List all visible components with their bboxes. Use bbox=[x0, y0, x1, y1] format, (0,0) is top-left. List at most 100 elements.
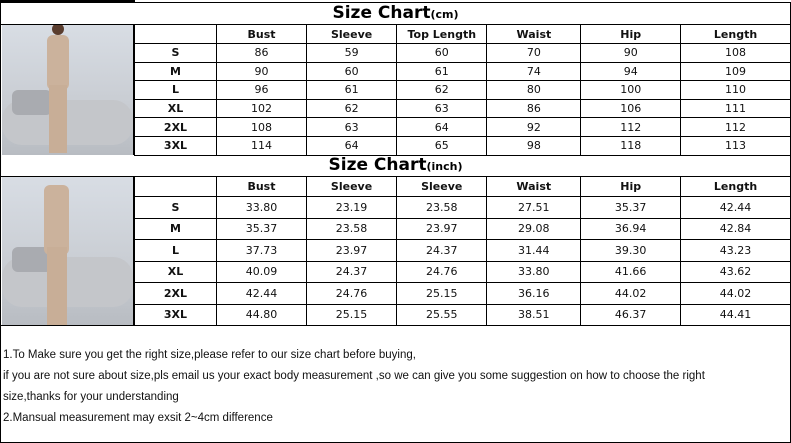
measurement-cell: 94 bbox=[580, 61, 682, 82]
table-row: S 86 59 60 70 90 108 bbox=[133, 43, 791, 63]
column-header: Sleeve bbox=[305, 24, 398, 44]
inch-unit: (inch) bbox=[426, 160, 463, 173]
size-label: S bbox=[133, 43, 218, 63]
table-row: L 37.73 23.97 24.37 31.44 39.30 43.23 bbox=[134, 239, 791, 262]
column-header: Length bbox=[680, 24, 791, 44]
note-line: size,thanks for your understanding bbox=[3, 391, 179, 403]
table-row: M 90 60 61 74 94 109 bbox=[133, 61, 791, 82]
measurement-cell: 41.66 bbox=[580, 260, 682, 283]
measurement-cell: 114 bbox=[216, 135, 307, 156]
inch-title-text: Size Chart bbox=[328, 155, 427, 175]
measurement-cell: 44.41 bbox=[680, 303, 791, 326]
measurement-cell: 42.44 bbox=[680, 196, 791, 219]
measurement-cell: 63 bbox=[396, 98, 488, 119]
size-label: 2XL bbox=[133, 117, 218, 137]
measurement-cell: 62 bbox=[305, 98, 398, 119]
measurement-cell: 60 bbox=[396, 43, 488, 63]
note-line: 1.To Make sure you get the right size,pl… bbox=[3, 349, 416, 361]
product-photo-cm bbox=[2, 25, 134, 155]
top-bar bbox=[0, 0, 135, 2]
measurement-cell: 63 bbox=[305, 117, 398, 137]
measurement-cell: 61 bbox=[396, 61, 488, 82]
column-header bbox=[133, 24, 218, 44]
measurement-cell: 112 bbox=[680, 117, 791, 137]
measurement-cell: 36.16 bbox=[486, 282, 582, 305]
measurement-cell: 23.19 bbox=[305, 196, 398, 219]
column-header: Bust bbox=[215, 176, 307, 197]
cm-unit: (cm) bbox=[430, 8, 459, 21]
measurement-cell: 110 bbox=[680, 80, 791, 100]
measurement-cell: 74 bbox=[486, 61, 582, 82]
table-row: 2XL 108 63 64 92 112 112 bbox=[133, 117, 791, 137]
measurement-cell: 43.62 bbox=[680, 260, 791, 283]
measurement-cell: 31.44 bbox=[486, 239, 582, 262]
measurement-cell: 23.58 bbox=[305, 217, 398, 240]
column-header: Bust bbox=[216, 24, 307, 44]
measurement-cell: 24.37 bbox=[305, 260, 398, 283]
measurement-cell: 24.76 bbox=[396, 260, 488, 283]
model-image bbox=[2, 185, 133, 325]
measurement-cell: 25.15 bbox=[396, 282, 488, 305]
measurement-cell: 70 bbox=[486, 43, 582, 63]
measurement-cell: 36.94 bbox=[580, 217, 682, 240]
measurement-cell: 96 bbox=[216, 80, 307, 100]
size-label: M bbox=[133, 61, 218, 82]
measurement-cell: 35.37 bbox=[580, 196, 682, 219]
size-label: 3XL bbox=[133, 135, 218, 156]
measurement-cell: 64 bbox=[305, 135, 398, 156]
measurement-cell: 109 bbox=[680, 61, 791, 82]
measurement-cell: 92 bbox=[486, 117, 582, 137]
note-line: 2.Mansual measurement may exsit 2~4cm di… bbox=[3, 412, 273, 424]
size-label: S bbox=[134, 196, 217, 219]
measurement-cell: 108 bbox=[680, 43, 791, 63]
product-photo-inch bbox=[2, 177, 134, 325]
measurement-cell: 37.73 bbox=[215, 239, 307, 262]
notes: 1.To Make sure you get the right size,pl… bbox=[3, 345, 705, 429]
measurement-cell: 62 bbox=[396, 80, 488, 100]
measurement-cell: 102 bbox=[216, 98, 307, 119]
column-header: Hip bbox=[580, 176, 682, 197]
measurement-cell: 65 bbox=[396, 135, 488, 156]
size-label: L bbox=[134, 239, 217, 262]
table-row: XL 40.09 24.37 24.76 33.80 41.66 43.62 bbox=[134, 260, 791, 283]
divider bbox=[0, 325, 791, 326]
size-label: 2XL bbox=[134, 282, 217, 305]
measurement-cell: 39.30 bbox=[580, 239, 682, 262]
inch-chart-title: Size Chart(inch) bbox=[0, 155, 791, 175]
size-label: L bbox=[133, 80, 218, 100]
measurement-cell: 86 bbox=[486, 98, 582, 119]
cm-title-text: Size Chart bbox=[332, 3, 431, 23]
column-header: Sleeve bbox=[305, 176, 398, 197]
measurement-cell: 106 bbox=[580, 98, 682, 119]
measurement-cell: 108 bbox=[216, 117, 307, 137]
table-row: 2XL 42.44 24.76 25.15 36.16 44.02 44.02 bbox=[134, 282, 791, 305]
column-header bbox=[134, 176, 217, 197]
measurement-cell: 23.97 bbox=[305, 239, 398, 262]
measurement-cell: 44.02 bbox=[680, 282, 791, 305]
cm-size-table: Bust Sleeve Top Length Waist Hip Length S 86 59 6… bbox=[133, 24, 791, 156]
measurement-cell: 112 bbox=[580, 117, 682, 137]
measurement-cell: 42.84 bbox=[680, 217, 791, 240]
header-row: Bust Sleeve Top Length Waist Hip Length bbox=[133, 24, 791, 44]
measurement-cell: 86 bbox=[216, 43, 307, 63]
measurement-cell: 61 bbox=[305, 80, 398, 100]
column-header: Sleeve bbox=[396, 176, 488, 197]
size-label: XL bbox=[134, 260, 217, 283]
measurement-cell: 64 bbox=[396, 117, 488, 137]
measurement-cell: 60 bbox=[305, 61, 398, 82]
size-label: M bbox=[134, 217, 217, 240]
measurement-cell: 43.23 bbox=[680, 239, 791, 262]
inch-size-table: Bust Sleeve Sleeve Waist Hip Length S 33.80 23.1… bbox=[134, 176, 791, 326]
measurement-cell: 33.80 bbox=[486, 260, 582, 283]
measurement-cell: 90 bbox=[580, 43, 682, 63]
measurement-cell: 25.15 bbox=[305, 303, 398, 326]
note-line: if you are not sure about size,pls email… bbox=[3, 370, 705, 382]
table-row: S 33.80 23.19 23.58 27.51 35.37 42.44 bbox=[134, 196, 791, 219]
column-header: Waist bbox=[486, 176, 582, 197]
size-label: XL bbox=[133, 98, 218, 119]
table-row: 3XL 44.80 25.15 25.55 38.51 46.37 44.41 bbox=[134, 303, 791, 326]
size-label: 3XL bbox=[134, 303, 217, 326]
measurement-cell: 80 bbox=[486, 80, 582, 100]
measurement-cell: 27.51 bbox=[486, 196, 582, 219]
